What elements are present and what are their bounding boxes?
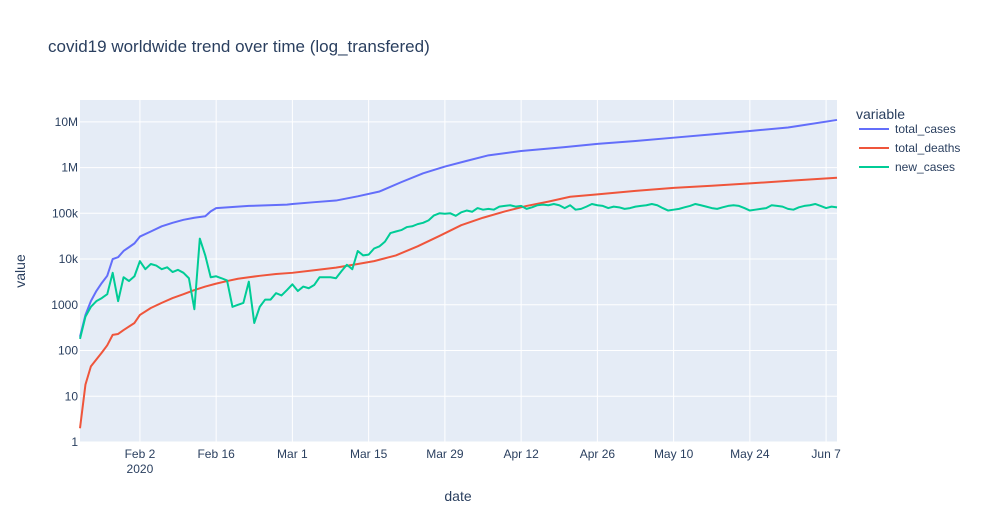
x-tick-label: Apr 26 xyxy=(580,447,616,461)
x-tick-label: Feb 2 xyxy=(125,447,156,461)
y-tick-label: 10 xyxy=(65,389,79,403)
series-line-new-cases xyxy=(79,202,838,340)
x-tick-label: Mar 15 xyxy=(350,447,388,461)
legend-title: variable xyxy=(856,106,905,122)
x-axis-title: date xyxy=(444,488,471,504)
series-line-total-deaths xyxy=(79,176,838,429)
y-tick-label: 100k xyxy=(52,206,79,220)
y-tick-label: 10M xyxy=(55,115,78,129)
y-tick-label: 100 xyxy=(58,344,78,358)
x-tick-year-label: 2020 xyxy=(127,462,154,476)
x-tick-label: Mar 29 xyxy=(426,447,464,461)
legend-label-total-cases: total_cases xyxy=(895,122,956,136)
y-tick-label: 1M xyxy=(61,161,78,175)
series-line-total-cases xyxy=(79,118,838,337)
y-axis: 1 10 100 1000 10k 100k 1M 10M xyxy=(51,115,79,449)
legend-label-new-cases: new_cases xyxy=(895,160,955,174)
plot-area xyxy=(80,100,837,442)
chart-title: covid19 worldwide trend over time (log_t… xyxy=(48,37,430,56)
y-tick-label: 1 xyxy=(71,435,78,449)
x-tick-label: Mar 1 xyxy=(277,447,308,461)
series-lines xyxy=(79,118,838,429)
y-tick-label: 1000 xyxy=(51,298,78,312)
x-tick-label: Apr 12 xyxy=(503,447,539,461)
legend: variable total_cases total_deaths new_case… xyxy=(856,106,960,174)
x-tick-label: Feb 16 xyxy=(197,447,235,461)
x-tick-label: May 10 xyxy=(654,447,694,461)
legend-label-total-deaths: total_deaths xyxy=(895,141,960,155)
x-tick-label: May 24 xyxy=(730,447,770,461)
x-tick-label: Jun 7 xyxy=(811,447,841,461)
y-axis-title: value xyxy=(12,254,28,288)
y-tick-label: 10k xyxy=(59,252,79,266)
